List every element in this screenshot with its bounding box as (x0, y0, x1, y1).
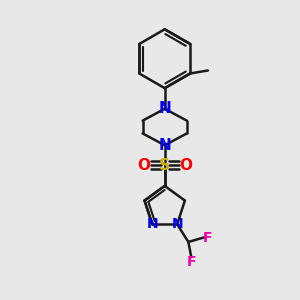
Text: S: S (159, 158, 170, 173)
Text: N: N (158, 138, 171, 153)
Text: N: N (158, 101, 171, 116)
Text: O: O (138, 158, 151, 173)
Text: O: O (179, 158, 192, 173)
Text: N: N (171, 217, 183, 231)
Text: N: N (146, 217, 158, 231)
Text: F: F (203, 230, 212, 244)
Text: F: F (187, 255, 196, 269)
